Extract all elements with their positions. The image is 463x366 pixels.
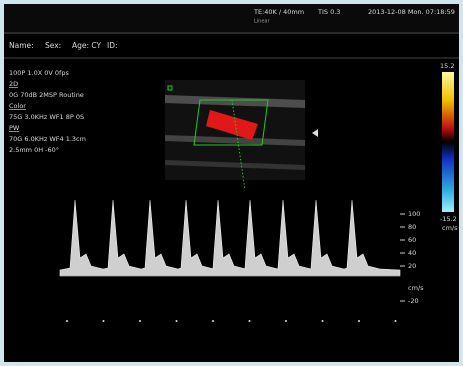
- time-dot: [176, 320, 178, 322]
- time-dot: [103, 320, 105, 322]
- ultrasound-screen: TE:40K / 40mm Linear TIS 0.3 2013-12-08 …: [0, 0, 463, 366]
- time-dot: [395, 320, 397, 322]
- scale-unit: cm/s: [408, 284, 424, 292]
- scale-label: 20: [408, 262, 416, 270]
- scale-label: -20: [408, 297, 419, 305]
- patient-age: Age: CY: [72, 41, 102, 50]
- color-bottom: -15.2: [440, 215, 457, 223]
- patient-sex: Sex:: [45, 41, 61, 50]
- color-top: 15.2: [440, 62, 454, 70]
- probe-sub: Linear: [254, 19, 270, 25]
- param: 0G 70dB 2MSP Routine: [9, 91, 84, 99]
- datetime: 2013-12-08 Mon. 07:18:59: [368, 8, 455, 16]
- patient-id: ID:: [107, 41, 118, 50]
- time-dot: [285, 320, 287, 322]
- param-heading: PW: [9, 124, 20, 132]
- scale-label: 40: [408, 249, 416, 257]
- time-dot: [139, 320, 141, 322]
- param: 100P 1.0X 0V 0fps: [9, 69, 69, 77]
- param: 75G 3.0KHz WF1 8P 0S: [9, 113, 84, 121]
- color-unit: cm/s: [442, 224, 458, 232]
- time-dot: [66, 320, 68, 322]
- time-dot: [249, 320, 251, 322]
- scale-label: 60: [408, 236, 416, 244]
- param-heading: Color: [9, 102, 26, 110]
- scale-label: 80: [408, 223, 416, 231]
- param: 2.5mm 0H -60°: [9, 146, 59, 154]
- param: 70G 6.0KHz WF4 1.3cm: [9, 135, 86, 143]
- time-dot: [322, 320, 324, 322]
- param-heading: 2D: [9, 80, 18, 88]
- scale-label: 100: [408, 210, 420, 218]
- time-dot: [358, 320, 360, 322]
- time-dot: [212, 320, 214, 322]
- tis: TIS 0.3: [317, 8, 340, 16]
- probe: TE:40K / 40mm: [253, 8, 304, 16]
- color-bar: [442, 72, 454, 212]
- patient-name: Name:: [9, 41, 34, 50]
- display: TE:40K / 40mm Linear TIS 0.3 2013-12-08 …: [0, 0, 463, 366]
